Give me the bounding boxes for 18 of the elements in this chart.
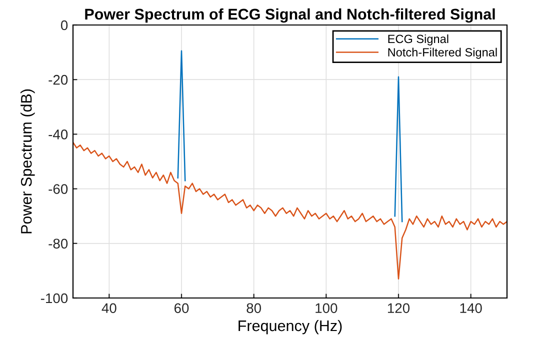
y-axis-title: Power Spectrum (dB) [20,89,35,234]
x-axis-title: Frequency (Hz) [238,320,342,334]
x-tick-label: 100 [316,303,338,314]
x-tick-label: 140 [460,303,482,314]
y-tick-label: 0 [60,20,68,30]
x-tick-label: 80 [246,303,262,314]
x-tick-label: 60 [174,303,189,314]
legend-label: Notch-Filtered Signal [388,48,497,59]
line-series [73,142,507,280]
x-tick-label: 120 [388,303,410,314]
y-tick-label: -100 [40,293,68,304]
chart-title: Power Spectrum of ECG Signal and Notch-filtered Signal [85,8,495,23]
x-tick-label: 40 [102,303,116,314]
legend-label: ECG Signal [388,34,448,46]
y-tick-label: -40 [48,130,68,140]
y-tick-label: -80 [48,238,68,249]
y-tick-label: -20 [48,74,68,85]
y-tick-label: -60 [48,184,68,194]
